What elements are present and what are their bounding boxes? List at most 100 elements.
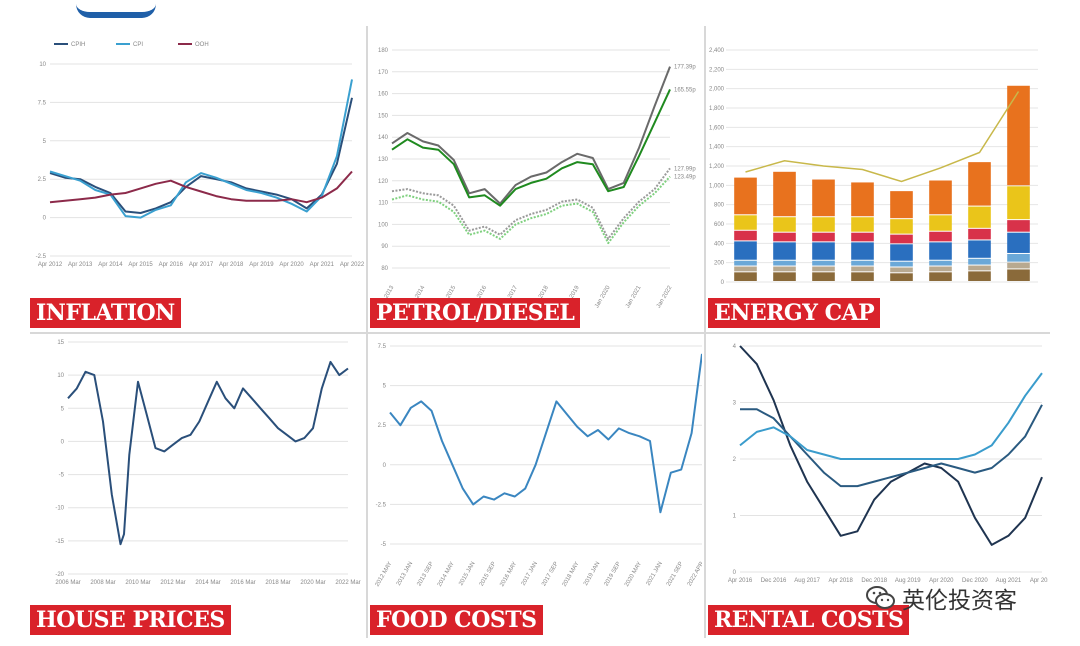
x-tick-label: Aug 2021 bbox=[996, 578, 1022, 584]
x-tick-label: 2010 Mar bbox=[125, 580, 150, 586]
y-tick-label: 170 bbox=[378, 70, 389, 76]
y-tick-label: 120 bbox=[378, 179, 389, 185]
rental-chart: 4 3 2 1 0 Apr 2016 Dec 2016 Aug 2017 Apr 2018 Dec… bbox=[728, 344, 1048, 584]
series-line bbox=[740, 404, 1043, 488]
inflation-panel: 10 7.5 5 2.5 0 -2.5 Apr 2012 Apr 2013 Apr 2014 Ap… bbox=[30, 28, 364, 330]
y-tick-label: -20 bbox=[55, 572, 64, 578]
x-tick-label: Jan 2022 bbox=[656, 284, 674, 309]
x-tick-label: Aug 2019 bbox=[895, 578, 921, 584]
x-tick-label: 2006 Mar bbox=[55, 580, 80, 586]
x-tick-label: 2015 JAN bbox=[458, 561, 476, 587]
bar-segment bbox=[968, 258, 991, 265]
bar-segment bbox=[890, 244, 913, 261]
house-chart: 15 10 5 0 -5 -10 -15 -20 2006 Mar 2008 Mar 2010 Ma… bbox=[55, 340, 360, 586]
bar-segment bbox=[968, 162, 991, 206]
x-tick-label: 2021 SEP bbox=[666, 561, 685, 587]
wechat-icon bbox=[866, 585, 896, 611]
x-tick-label: Apr 2018 bbox=[828, 578, 853, 584]
y-tick-label: 160 bbox=[378, 92, 389, 98]
bar-segment bbox=[1007, 220, 1030, 232]
y-tick-label: 2 bbox=[733, 457, 737, 463]
y-tick-label: 5 bbox=[43, 139, 47, 145]
x-tick-label: 2014 Mar bbox=[195, 580, 220, 586]
bar-segment bbox=[929, 272, 952, 281]
x-tick-label: Dec 2020 bbox=[962, 578, 988, 584]
bar-segment bbox=[812, 179, 835, 217]
x-tick-label: 2020 Mar bbox=[300, 580, 325, 586]
x-tick-label: 2016 Mar bbox=[230, 580, 255, 586]
y-tick-label: 1,000 bbox=[709, 183, 725, 189]
watermark-text: 英伦投资客 bbox=[902, 588, 1017, 614]
bar-segment bbox=[968, 265, 991, 271]
y-tick-label: 1 bbox=[733, 514, 737, 520]
y-tick-label: 1,200 bbox=[709, 164, 725, 170]
bar-segment bbox=[968, 206, 991, 228]
y-tick-label: 140 bbox=[378, 135, 389, 141]
legend-label: CPIH bbox=[71, 42, 85, 48]
series-line bbox=[49, 79, 353, 219]
bar-segment bbox=[1007, 85, 1030, 186]
bar-segment bbox=[890, 191, 913, 219]
y-tick-label: 800 bbox=[714, 203, 725, 209]
y-tick-label: -2.5 bbox=[36, 254, 47, 260]
x-tick-label: Jan 2021 bbox=[625, 284, 643, 309]
series-line bbox=[391, 88, 671, 207]
x-tick-label: 2022 Mar bbox=[335, 580, 360, 586]
bar-segment bbox=[851, 217, 874, 232]
watermark: 英伦投资客 bbox=[866, 584, 1017, 614]
bar-segment bbox=[929, 242, 952, 260]
x-tick-label: 2022 APR bbox=[687, 560, 702, 587]
series-line bbox=[49, 170, 353, 204]
y-tick-label: 0 bbox=[383, 463, 387, 469]
x-tick-label: 2015 SEP bbox=[479, 561, 498, 587]
y-tick-label: 3 bbox=[733, 401, 737, 407]
x-tick-label: Apr 2022 bbox=[340, 262, 364, 268]
bar-segment bbox=[929, 260, 952, 266]
y-tick-label: -15 bbox=[55, 539, 64, 545]
rental-panel: 4 3 2 1 0 Apr 2016 Dec 2016 Aug 2017 Apr 2018 Dec… bbox=[708, 336, 1048, 638]
legend-label: OOH bbox=[195, 42, 209, 48]
bar-segment bbox=[1007, 186, 1030, 220]
inflation-label: INFLATION bbox=[30, 298, 181, 328]
bar-segment bbox=[968, 271, 991, 281]
x-tick-label: 2013 SEP bbox=[416, 561, 435, 587]
bar-segment bbox=[773, 242, 796, 260]
bar-segment bbox=[773, 171, 796, 217]
y-tick-label: 15 bbox=[57, 340, 64, 346]
x-tick-label: Dec 2016 bbox=[761, 578, 787, 584]
rental-label: RENTAL COSTS bbox=[708, 605, 910, 635]
x-tick-label: 2019 SEP bbox=[604, 561, 623, 587]
bar-segment bbox=[890, 261, 913, 267]
x-tick-label: Apr 2022 bbox=[1030, 578, 1048, 584]
y-tick-label: 180 bbox=[378, 48, 389, 54]
bar-segment bbox=[929, 180, 952, 215]
y-tick-label: 100 bbox=[378, 222, 389, 228]
y-tick-label: 10 bbox=[57, 373, 64, 379]
y-tick-label: 400 bbox=[714, 241, 725, 247]
x-tick-label: Apr 2016 bbox=[159, 262, 184, 268]
y-tick-label: -10 bbox=[55, 506, 64, 512]
y-tick-label: 80 bbox=[381, 266, 388, 272]
y-tick-label: -5 bbox=[381, 542, 387, 548]
inflation-chart: 10 7.5 5 2.5 0 -2.5 Apr 2012 Apr 2013 Apr 2014 Ap… bbox=[36, 42, 364, 268]
house-panel: 15 10 5 0 -5 -10 -15 -20 2006 Mar 2008 Mar 2010 Ma… bbox=[30, 336, 364, 638]
end-value-label: 123.49p bbox=[674, 175, 696, 181]
y-tick-label: 600 bbox=[714, 222, 725, 228]
x-tick-label: 2018 Mar bbox=[265, 580, 290, 586]
x-tick-label: Jan 2020 bbox=[594, 284, 612, 309]
series-line bbox=[739, 345, 1043, 546]
x-tick-label: Dec 2018 bbox=[861, 578, 887, 584]
x-tick-label: Apr 2017 bbox=[189, 262, 214, 268]
bar-segment bbox=[929, 266, 952, 272]
x-tick-label: Apr 2012 bbox=[38, 262, 63, 268]
y-tick-label: -5 bbox=[59, 473, 65, 479]
bar-segment bbox=[1007, 262, 1030, 269]
bar-segment bbox=[890, 234, 913, 244]
x-tick-label: Apr 2013 bbox=[68, 262, 93, 268]
x-tick-label: Apr 2019 bbox=[249, 262, 274, 268]
bar-segment bbox=[812, 260, 835, 266]
series-line bbox=[739, 372, 1043, 460]
y-tick-label: 1,800 bbox=[709, 106, 725, 112]
bar-segment bbox=[890, 219, 913, 234]
y-tick-label: 200 bbox=[714, 261, 725, 267]
